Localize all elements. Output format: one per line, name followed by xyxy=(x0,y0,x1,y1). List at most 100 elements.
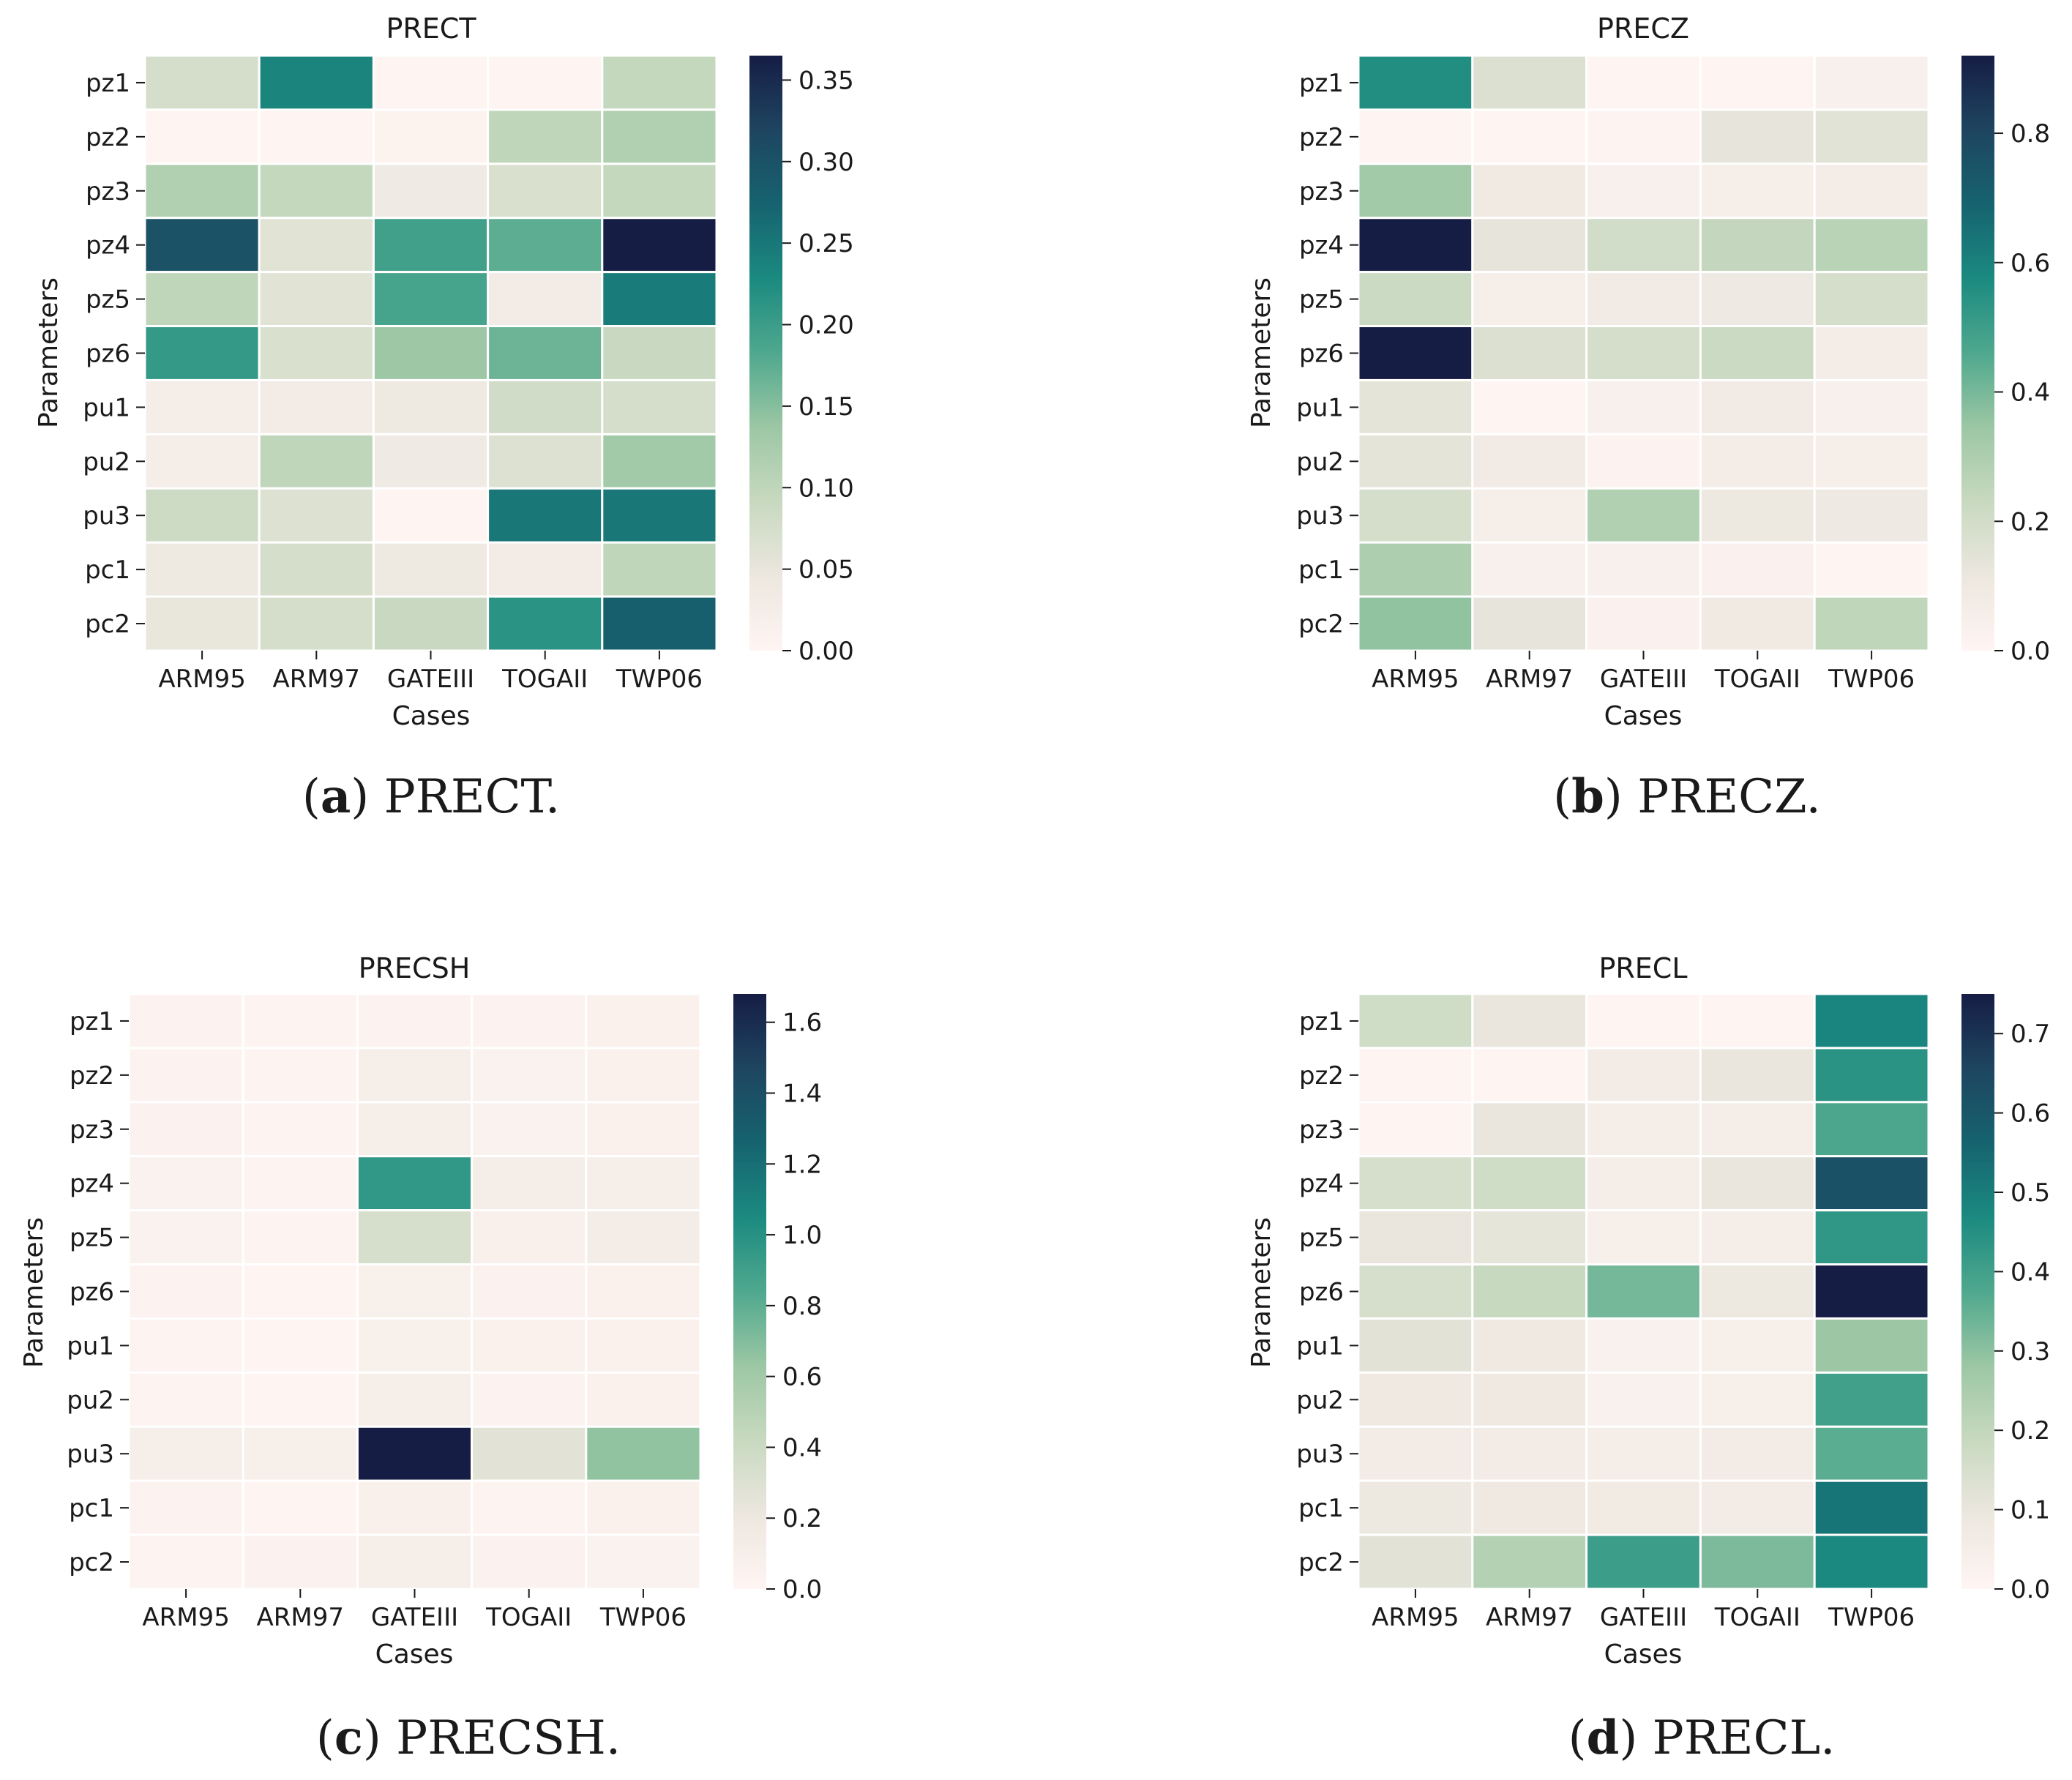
heatmap-cell-d-pz6-ARM97 xyxy=(1471,1263,1588,1320)
heatmap-cell-c-pu3-ARM97 xyxy=(242,1425,359,1482)
colorbar-tick-label-d: 0.6 xyxy=(2011,1099,2050,1129)
caption-c: (c) PRECSH. xyxy=(316,1710,621,1765)
heatmap-cell-c-pz3-TWP06 xyxy=(585,1101,702,1158)
heatmap-cell-a-pz6-TWP06 xyxy=(601,325,718,381)
panel-a: PRECT pz1 pz2 pz3 pz4 pz5 pz6 pu1 pu2 pu3 pc1 pc2 A… xyxy=(34,12,854,824)
heatmap-cell-d-pu2-TWP06 xyxy=(1813,1371,1930,1428)
heatmap-cell-b-pz4-GATEIII xyxy=(1585,217,1702,274)
colorbar-tick-label-b: 0.8 xyxy=(2011,119,2050,149)
heatmap-cell-b-pz2-ARM97 xyxy=(1471,108,1588,165)
heatmap-cell-d-pz6-TOGAII xyxy=(1699,1263,1816,1320)
colorbar-tick-label-b: 0.6 xyxy=(2011,249,2050,278)
heatmap-cell-c-pz4-ARM95 xyxy=(127,1155,244,1212)
x-tick-label-a-GATEIII: GATEIII xyxy=(387,665,474,694)
heatmap-cell-c-pu3-GATEIII xyxy=(356,1425,474,1482)
heatmap-cell-b-pz5-ARM97 xyxy=(1471,271,1588,328)
heatmap-cell-c-pu1-ARM95 xyxy=(127,1317,244,1374)
colorbar-tick-label-c: 0.8 xyxy=(782,1292,822,1321)
heatmap-cell-a-pz2-TWP06 xyxy=(601,108,718,165)
heatmap-cell-b-pz1-ARM95 xyxy=(1357,54,1474,111)
x-tick-label-c-ARM95: ARM95 xyxy=(142,1603,229,1632)
heatmap-cell-d-pz1-TOGAII xyxy=(1699,992,1816,1050)
colorbar-tick-label-d: 0.7 xyxy=(2011,1020,2050,1049)
y-tick-label-a-pz2: pz2 xyxy=(86,123,130,152)
heatmap-cell-b-pz5-TWP06 xyxy=(1813,271,1930,328)
heatmap-cell-b-pc1-ARM97 xyxy=(1471,541,1588,598)
heatmap-cell-c-pz2-TWP06 xyxy=(585,1047,702,1104)
heatmap-cell-a-pu3-ARM95 xyxy=(143,487,261,544)
heatmap-cell-d-pz3-ARM97 xyxy=(1471,1101,1588,1158)
heatmap-cell-b-pc1-ARM95 xyxy=(1357,541,1474,598)
colorbar-tick-label-d: 0.1 xyxy=(2011,1496,2050,1525)
x-tick-label-a-ARM95: ARM95 xyxy=(158,665,245,694)
heatmap-cell-c-pc1-TOGAII xyxy=(471,1479,588,1536)
y-tick-label-d-pz4: pz4 xyxy=(1299,1170,1344,1199)
heatmap-cell-a-pz1-GATEIII xyxy=(372,54,490,111)
colorbar-c xyxy=(733,994,766,1589)
heatmap-cell-b-pz1-ARM97 xyxy=(1471,54,1588,111)
y-tick-label-c-pz1: pz1 xyxy=(70,1007,114,1036)
heatmap-cell-d-pz6-TWP06 xyxy=(1813,1263,1930,1320)
heatmap-cell-d-pc1-ARM97 xyxy=(1471,1479,1588,1536)
heatmap-cell-d-pc2-TOGAII xyxy=(1699,1533,1816,1590)
heatmap-cell-a-pu1-ARM95 xyxy=(143,378,261,435)
heatmap-d: pz1 pz2 pz3 pz4 pz5 pz6 pu1 pu2 pu3 pc1 pc2 ARM95 AR… xyxy=(1296,992,2050,1632)
heatmap-cell-d-pu1-ARM97 xyxy=(1471,1317,1588,1374)
heatmap-cell-a-pc2-TOGAII xyxy=(487,595,604,652)
heatmap-cell-b-pu2-GATEIII xyxy=(1585,433,1702,490)
heatmap-cell-b-pc2-TWP06 xyxy=(1813,595,1930,652)
heatmap-cell-a-pu3-GATEIII xyxy=(372,487,490,544)
caption-letter-c: c xyxy=(334,1710,363,1765)
heatmap-cell-c-pz3-ARM97 xyxy=(242,1101,359,1158)
y-tick-label-d-pc1: pc1 xyxy=(1298,1494,1344,1523)
colorbar-tick-label-c: 0.4 xyxy=(782,1433,822,1462)
heatmap-cell-c-pu3-TOGAII xyxy=(471,1425,588,1482)
y-tick-label-d-pc2: pc2 xyxy=(1298,1548,1344,1577)
heatmap-cell-b-pu3-TWP06 xyxy=(1813,487,1930,544)
x-tick-label-b-TOGAII: TOGAII xyxy=(1714,665,1800,694)
heatmap-cell-c-pz5-GATEIII xyxy=(356,1209,474,1266)
heatmap-cell-b-pz4-ARM97 xyxy=(1471,217,1588,274)
heatmap-cell-d-pc2-GATEIII xyxy=(1585,1533,1702,1590)
heatmap-cell-b-pz4-ARM95 xyxy=(1357,217,1474,274)
heatmap-cell-b-pu3-ARM95 xyxy=(1357,487,1474,544)
x-axis-label-c: Cases xyxy=(375,1639,454,1669)
heatmap-cell-d-pc2-ARM97 xyxy=(1471,1533,1588,1590)
heatmap-cell-a-pc1-TOGAII xyxy=(487,541,604,598)
heatmap-cell-c-pu2-ARM97 xyxy=(242,1371,359,1428)
heatmap-cell-d-pu3-GATEIII xyxy=(1585,1425,1702,1482)
heatmap-cell-a-pz2-ARM95 xyxy=(143,108,261,165)
heatmap-cell-d-pu1-TWP06 xyxy=(1813,1317,1930,1374)
heatmap-cell-c-pz4-TOGAII xyxy=(471,1155,588,1212)
heatmap-cell-b-pu1-ARM97 xyxy=(1471,378,1588,435)
heatmap-cell-c-pu1-TWP06 xyxy=(585,1317,702,1374)
heatmap-cell-b-pu1-TWP06 xyxy=(1813,378,1930,435)
y-axis-label-a: Parameters xyxy=(34,277,64,428)
heatmap-cell-d-pz2-ARM97 xyxy=(1471,1047,1588,1104)
heatmap-cell-d-pu2-TOGAII xyxy=(1699,1371,1816,1428)
colorbar-tick-label-c: 1.4 xyxy=(782,1080,822,1109)
y-tick-label-c-pz5: pz5 xyxy=(70,1224,114,1253)
heatmap-cell-c-pz3-TOGAII xyxy=(471,1101,588,1158)
heatmap-cell-c-pc1-TWP06 xyxy=(585,1479,702,1536)
heatmap-cell-b-pz6-TWP06 xyxy=(1813,325,1930,381)
heatmap-cell-d-pz1-TWP06 xyxy=(1813,992,1930,1050)
heatmap-cell-c-pc1-GATEIII xyxy=(356,1479,474,1536)
heatmap-cell-c-pz1-ARM95 xyxy=(127,992,244,1050)
heatmap-cell-a-pz3-ARM95 xyxy=(143,162,261,220)
caption-text-a: PRECT. xyxy=(384,770,561,824)
heatmap-cell-b-pu2-TWP06 xyxy=(1813,433,1930,490)
caption-d: (d) PRECL. xyxy=(1568,1710,1836,1765)
y-tick-label-d-pz2: pz2 xyxy=(1299,1061,1344,1091)
y-tick-label-d-pu1: pu1 xyxy=(1296,1331,1344,1361)
colorbar-tick-label-d: 0.3 xyxy=(2011,1337,2050,1366)
heatmap-cell-c-pu1-ARM97 xyxy=(242,1317,359,1374)
colorbar-tick-label-d: 0.5 xyxy=(2011,1178,2050,1208)
heatmap-cell-b-pu3-ARM97 xyxy=(1471,487,1588,544)
heatmap-cell-d-pz4-TOGAII xyxy=(1699,1155,1816,1212)
heatmap-cell-d-pu2-ARM95 xyxy=(1357,1371,1474,1428)
heatmap-cell-a-pc2-ARM95 xyxy=(143,595,261,652)
heatmap-cell-b-pz2-ARM95 xyxy=(1357,108,1474,165)
caption-text-d: PRECL. xyxy=(1653,1711,1836,1765)
heatmap-cell-b-pu2-TOGAII xyxy=(1699,433,1816,490)
